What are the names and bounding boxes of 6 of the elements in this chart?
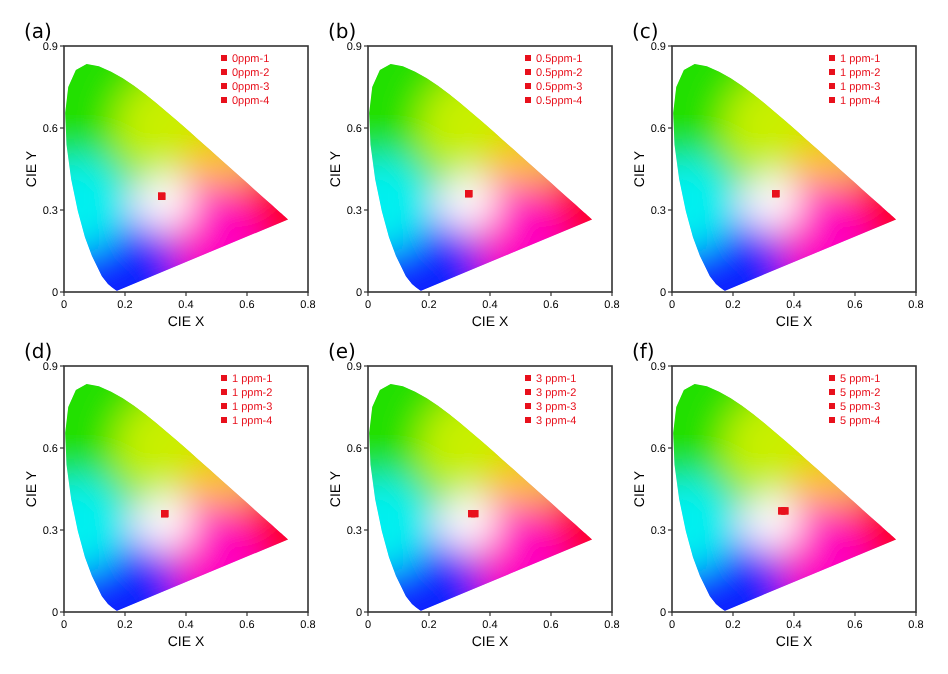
chart-title: (c) <box>632 22 659 44</box>
chart-title: (f) <box>632 342 655 364</box>
chart-title: (a) <box>24 22 53 44</box>
chart-title: (b) <box>328 22 357 44</box>
chart-title: (d) <box>24 342 53 364</box>
chart-title: (e) <box>328 342 357 364</box>
